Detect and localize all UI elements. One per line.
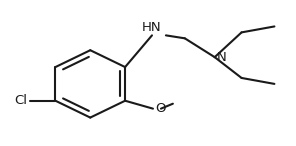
Text: N: N [217, 51, 226, 64]
Text: O: O [155, 102, 165, 115]
Text: HN: HN [142, 21, 162, 34]
Text: Cl: Cl [15, 94, 28, 107]
